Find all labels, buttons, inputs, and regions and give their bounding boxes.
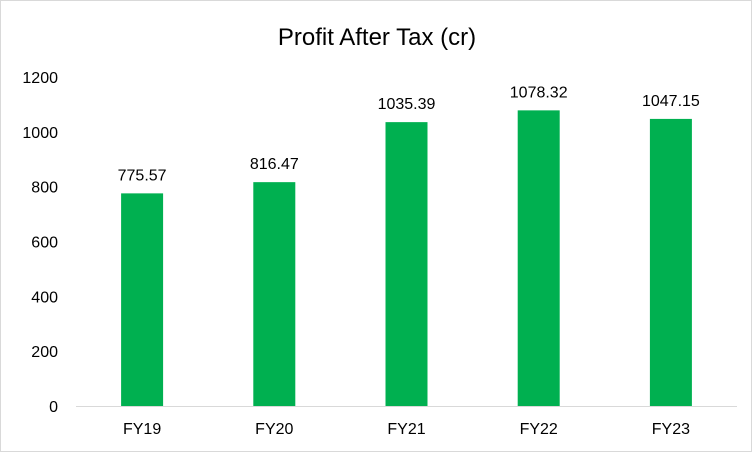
y-tick-label: 0: [49, 399, 58, 416]
y-tick-label: 1000: [22, 125, 58, 142]
y-axis: 0 200 400 600 800 1000 1200: [22, 70, 58, 416]
value-label: 816.47: [250, 156, 299, 173]
value-label: 775.57: [118, 167, 167, 184]
bar-fy21: [385, 122, 428, 406]
bar-fy19: [121, 193, 164, 406]
y-tick-label: 400: [31, 289, 58, 306]
value-label: 1047.15: [642, 93, 700, 110]
y-tick-label: 1200: [22, 70, 58, 87]
bar-fy22: [517, 110, 560, 407]
bar-fy23: [649, 118, 692, 406]
x-axis: FY19 FY20 FY21 FY22 FY23: [76, 406, 737, 438]
y-tick-label: 200: [31, 344, 58, 361]
value-label: 1035.39: [378, 96, 436, 113]
x-tick-label: FY22: [520, 421, 558, 438]
bars: [121, 110, 692, 407]
y-tick-label: 600: [31, 235, 58, 252]
x-tick-label: FY19: [123, 421, 161, 438]
x-tick-label: FY21: [387, 421, 425, 438]
chart-title: Profit After Tax (cr): [278, 24, 476, 51]
x-tick-label: FY20: [255, 421, 293, 438]
value-label: 1078.32: [510, 84, 568, 101]
y-tick-label: 800: [31, 180, 58, 197]
bar-fy20: [253, 182, 296, 406]
value-labels: 775.57 816.47 1035.39 1078.32 1047.15: [118, 84, 700, 184]
x-tick-label: FY23: [652, 421, 690, 438]
